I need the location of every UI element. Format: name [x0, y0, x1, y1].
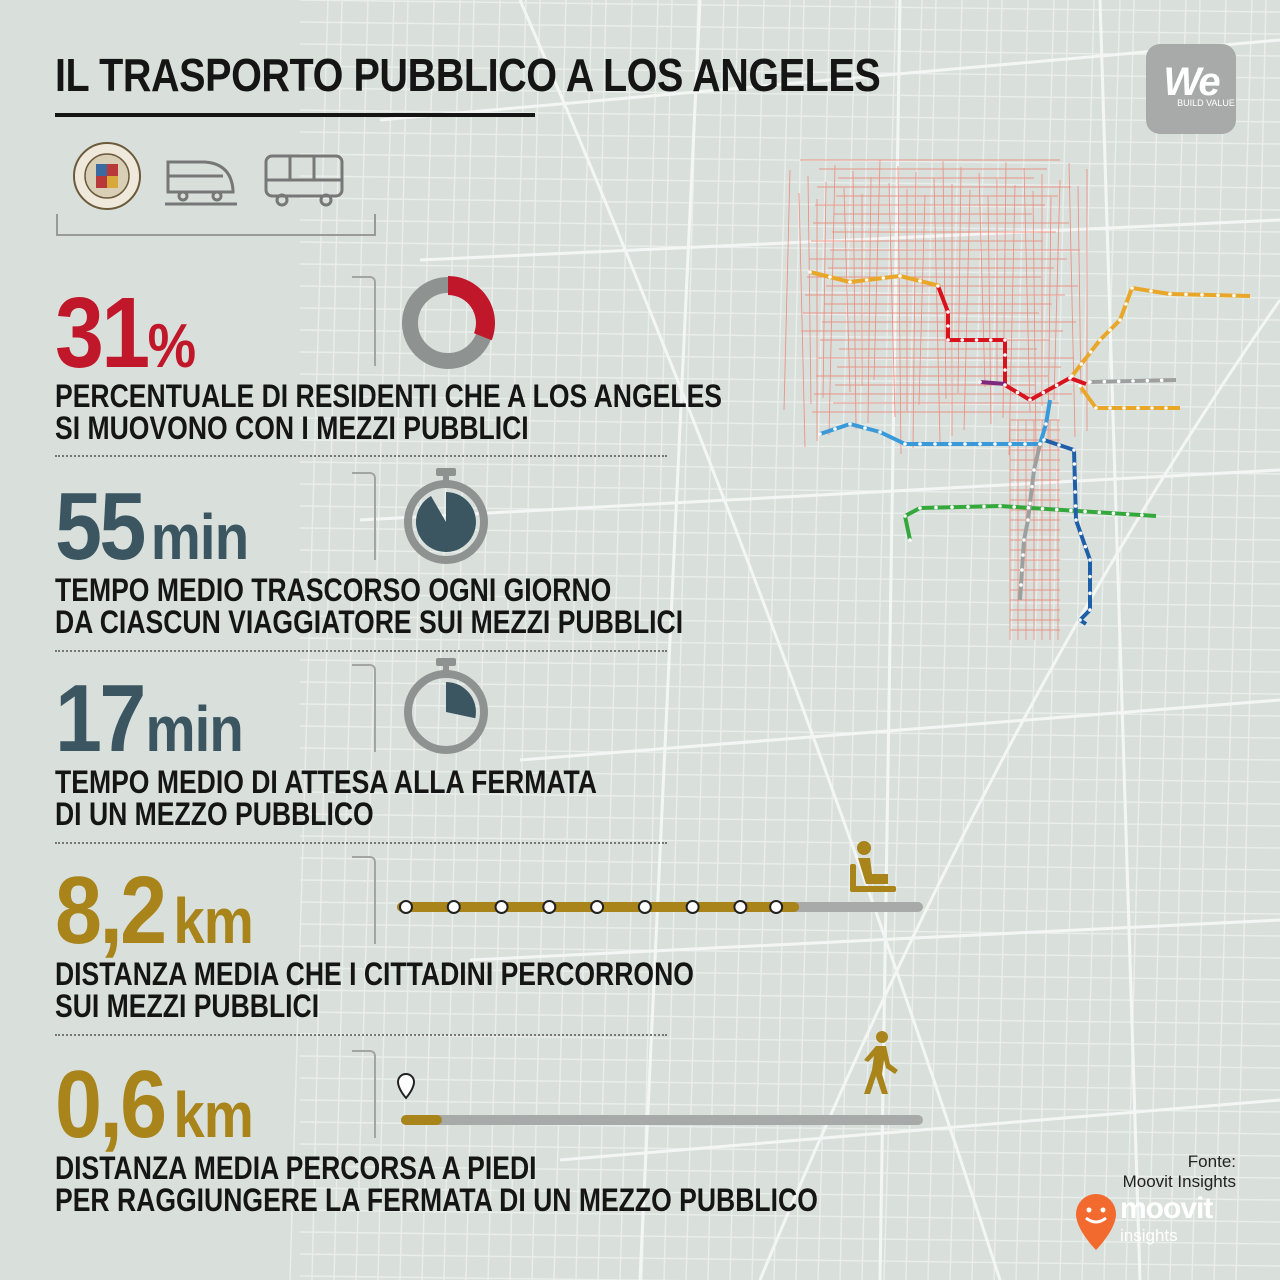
transit-distance-bar: [397, 900, 923, 914]
stat-value: 0,6: [55, 1051, 167, 1158]
stopwatch-icon: [404, 658, 488, 754]
stop-marker: [446, 900, 461, 914]
transit-line-blue: [1043, 438, 1092, 626]
location-pin-icon: [396, 1072, 416, 1100]
stat-wait-time-value: 17min: [55, 664, 244, 774]
stop-marker: [399, 900, 413, 914]
stat-separator: [352, 472, 376, 560]
transit-line-blue-expo: [819, 399, 1052, 446]
stat-transit-distance-value: 8,2 km: [55, 856, 254, 966]
stat-unit: min: [150, 501, 249, 573]
dotted-divider: [55, 1034, 667, 1036]
walking-person-icon: [864, 1031, 898, 1094]
stat-unit: km: [173, 1079, 254, 1151]
transit-line-purple: [979, 380, 1007, 386]
bus-icon: [264, 154, 344, 207]
moovit-logo: moovit insights: [1120, 1192, 1213, 1246]
train-icon: [165, 160, 237, 206]
stop-marker: [769, 900, 784, 914]
transit-line-gold: [1078, 384, 1180, 410]
walk-distance-bar: [396, 1072, 923, 1125]
description-line: DI UN MEZZO PUBBLICO: [55, 796, 374, 832]
logo-name: We: [1163, 60, 1220, 104]
we-build-value-logo: We BUILD VALUE: [1146, 44, 1236, 134]
source-label: Fonte:: [1187, 1152, 1236, 1171]
logo-tagline: BUILD VALUE: [1177, 98, 1235, 108]
dotted-divider: [55, 650, 667, 652]
transit-line-silver: [1018, 443, 1042, 601]
stat-walk-distance-value: 0,6 km: [55, 1050, 254, 1160]
description-line: TEMPO MEDIO DI ATTESA ALLA FERMATA: [55, 764, 597, 800]
stop-marker: [733, 900, 748, 914]
donut-pie-icon: [402, 276, 495, 369]
description-line: PER RAGGIUNGERE LA FERMATA DI UN MEZZO P…: [55, 1182, 818, 1218]
stat-value: 55: [55, 473, 146, 580]
dotted-divider: [55, 842, 667, 844]
stat-walk-distance-description: DISTANZA MEDIA PERCORSA A PIEDI PER RAGG…: [55, 1152, 818, 1216]
source-name: Moovit Insights: [1122, 1172, 1236, 1191]
description-line: DISTANZA MEDIA CHE I CITTADINI PERCORRON…: [55, 956, 694, 992]
description-line: SI MUOVONO CON I MEZZI PUBBLICI: [55, 410, 529, 446]
stat-residents-description: PERCENTUALE DI RESIDENTI CHE A LOS ANGEL…: [55, 380, 722, 444]
dotted-divider: [55, 455, 667, 457]
stop-marker: [685, 900, 700, 914]
seated-passenger-icon: [850, 841, 896, 892]
stat-unit: %: [147, 312, 197, 381]
stopwatch-icon: [404, 468, 488, 564]
stat-value: 17: [55, 665, 146, 772]
moovit-wordmark: moovit: [1120, 1192, 1213, 1225]
stat-unit: km: [173, 885, 254, 957]
stat-residents-value: 31%: [55, 276, 196, 391]
stat-separator: [352, 276, 376, 366]
transit-line-gold: [809, 270, 941, 288]
stat-value: 31: [55, 277, 150, 389]
stat-separator: [352, 1050, 376, 1138]
stop-marker: [637, 900, 652, 914]
stat-wait-time-description: TEMPO MEDIO DI ATTESA ALLA FERMATA DI UN…: [55, 766, 597, 830]
title-underline: [55, 113, 535, 117]
description-line: DISTANZA MEDIA PERCORSA A PIEDI: [55, 1150, 537, 1186]
stat-separator: [352, 664, 376, 752]
stop-marker: [542, 900, 557, 914]
transit-line-gold: [1070, 286, 1251, 378]
stat-unit: min: [145, 693, 243, 765]
city-seal-icon: [73, 142, 141, 210]
header-bracket: [56, 214, 376, 236]
description-line: TEMPO MEDIO TRASCORSO OGNI GIORNO: [55, 572, 612, 608]
page-title: IL TRASPORTO PUBBLICO A LOS ANGELES: [55, 49, 881, 101]
stop-marker: [590, 900, 605, 914]
description-line: DA CIASCUN VIAGGIATORE SUI MEZZI PUBBLIC…: [55, 604, 684, 640]
stat-transit-distance-description: DISTANZA MEDIA CHE I CITTADINI PERCORRON…: [55, 958, 694, 1022]
moovit-pin-icon: [1076, 1194, 1116, 1250]
description-line: PERCENTUALE DI RESIDENTI CHE A LOS ANGEL…: [55, 378, 723, 414]
stat-value: 8,2: [55, 857, 167, 964]
stat-travel-time-description: TEMPO MEDIO TRASCORSO OGNI GIORNO DA CIA…: [55, 574, 683, 638]
stop-marker: [494, 900, 509, 914]
moovit-sub: insights: [1120, 1226, 1178, 1245]
source-note: Fonte: Moovit Insights: [1123, 1152, 1236, 1192]
description-line: SUI MEZZI PUBBLICI: [55, 988, 320, 1024]
stat-separator: [352, 856, 376, 944]
stat-travel-time-value: 55 min: [55, 472, 249, 582]
transit-line-red: [936, 285, 1087, 402]
